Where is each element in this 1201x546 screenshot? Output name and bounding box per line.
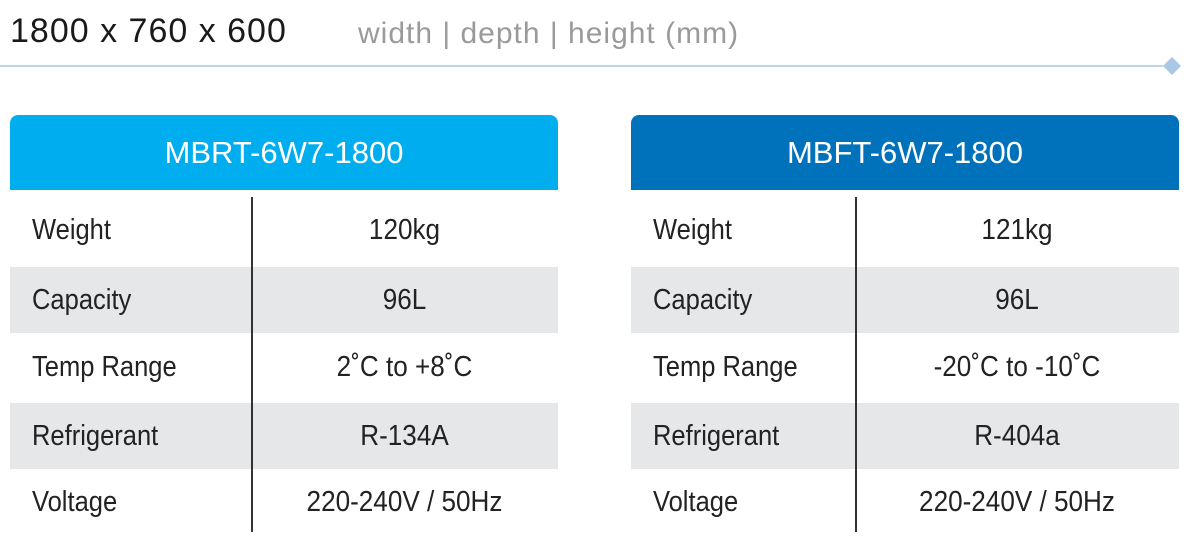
row-bg: [631, 403, 1179, 469]
row-bg: [631, 197, 1179, 263]
row-bg: [631, 334, 1179, 400]
spec-value: 96L: [995, 283, 1039, 316]
spec-value: R-404a: [974, 419, 1060, 452]
dimensions: 1800 x 760 x 600: [10, 12, 287, 50]
spec-label: Temp Range: [32, 350, 177, 383]
spec-label: Refrigerant: [653, 419, 780, 452]
spec-value: R-134A: [360, 419, 449, 452]
header-rule: [0, 57, 1181, 75]
spec-label: Refrigerant: [32, 419, 159, 452]
spec-label: Weight: [32, 213, 111, 246]
spec-label: Temp Range: [653, 350, 798, 383]
row-bg: [10, 334, 558, 400]
spec-value: 120kg: [368, 213, 441, 246]
column-divider: [251, 197, 253, 532]
row-bg: [10, 469, 558, 535]
row-bg: [10, 197, 558, 263]
table-title: MBRT-6W7-1800: [10, 115, 558, 190]
spec-value: 220-240V / 50Hz: [306, 485, 503, 518]
spec-label: Capacity: [653, 283, 753, 316]
row-bg: [631, 267, 1179, 333]
spec-value: 220-240V / 50Hz: [919, 485, 1115, 518]
spec-value: 121kg: [981, 213, 1053, 246]
spec-value: 96L: [382, 283, 427, 316]
dimension-labels: width | depth | height (mm): [358, 17, 740, 50]
column-divider: [855, 197, 857, 532]
spec-value: -20˚C to -10˚C: [933, 350, 1101, 383]
row-bg: [10, 267, 558, 333]
row-bg: [10, 403, 558, 469]
spec-value: 2˚C to +8˚C: [336, 350, 473, 383]
spec-label: Weight: [653, 213, 732, 246]
spec-label: Capacity: [32, 283, 132, 316]
row-bg: [631, 469, 1179, 535]
table-title: MBFT-6W7-1800: [631, 115, 1179, 190]
spec-label: Voltage: [32, 485, 118, 518]
spec-label: Voltage: [653, 485, 739, 518]
